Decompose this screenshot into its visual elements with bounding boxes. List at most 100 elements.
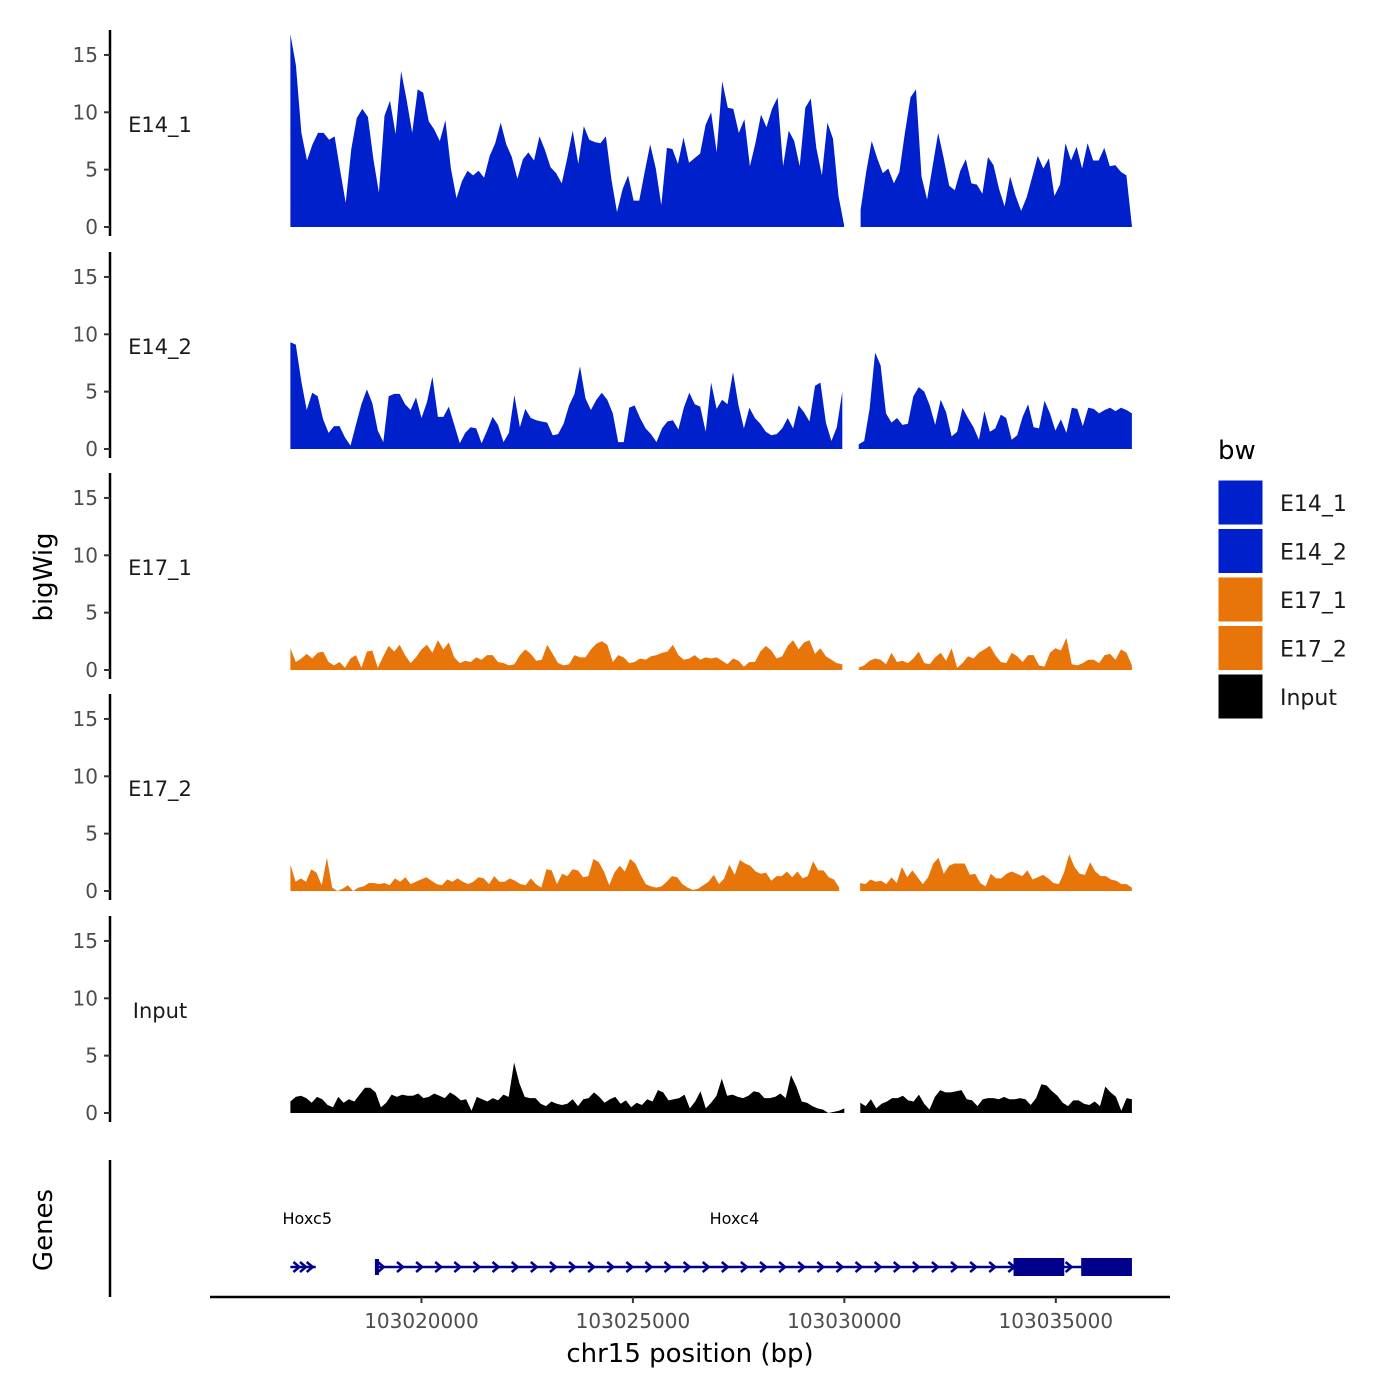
genes-panel: Hoxc5 Hoxc4 bbox=[108, 1160, 1132, 1297]
strand-chevron bbox=[606, 1261, 616, 1273]
signal-area-e17_1 bbox=[858, 637, 1132, 670]
strand-chevron bbox=[434, 1261, 444, 1273]
y-tick-label: 0 bbox=[85, 437, 98, 461]
y-tick-label: 0 bbox=[85, 215, 98, 239]
legend-label: E17_2 bbox=[1280, 638, 1347, 663]
legend-swatch-e14_1 bbox=[1217, 479, 1264, 526]
track-label: E17_1 bbox=[128, 556, 192, 581]
track-input: 0 5 10 15 Input bbox=[73, 916, 1132, 1125]
gene-start-exon bbox=[374, 1259, 379, 1275]
strand-chevron bbox=[988, 1261, 998, 1273]
strand-chevron bbox=[549, 1261, 558, 1273]
signal-area-e17_2 bbox=[290, 857, 840, 891]
legend: bw E14_1 E14_2 E17_1 E17_2 Input bbox=[1217, 436, 1347, 720]
bigwig-tracks: 0 5 10 15 E14_1 0 5 10 15 E14_2 0 5 10 15 E17_1 0 5 10 15 E… bbox=[73, 30, 1132, 1125]
y-axis-title: bigWig bbox=[29, 532, 59, 621]
signal-area-e17_1 bbox=[290, 640, 843, 670]
legend-swatch-input bbox=[1217, 673, 1264, 720]
strand-chevron bbox=[759, 1261, 768, 1273]
y-tick-label: 10 bbox=[73, 986, 98, 1010]
y-tick-label: 5 bbox=[85, 380, 98, 404]
track-e17_1: 0 5 10 15 E17_1 bbox=[73, 473, 1132, 682]
x-axis-title: chr15 position (bp) bbox=[566, 1339, 813, 1369]
strand-chevron bbox=[396, 1261, 405, 1273]
y-tick-label: 5 bbox=[85, 158, 98, 182]
strand-chevron bbox=[472, 1261, 482, 1273]
gene-label: Hoxc4 bbox=[710, 1209, 760, 1228]
strand-chevron bbox=[491, 1261, 501, 1273]
signal-area-e14_1 bbox=[290, 34, 844, 227]
legend-label: E14_2 bbox=[1280, 541, 1347, 566]
signal-area-input bbox=[290, 1062, 845, 1113]
strand-chevron bbox=[299, 1261, 308, 1273]
y-tick-label: 15 bbox=[73, 486, 98, 510]
y-tick-label: 10 bbox=[73, 100, 98, 124]
track-e17_2: 0 5 10 15 E17_2 bbox=[73, 694, 1132, 903]
strand-chevron bbox=[587, 1261, 597, 1273]
y-tick-label: 0 bbox=[85, 879, 98, 903]
strand-chevron bbox=[663, 1261, 673, 1273]
strand-chevron bbox=[778, 1261, 788, 1273]
legend-swatch-e17_2 bbox=[1217, 625, 1264, 671]
y-tick-label: 10 bbox=[73, 322, 98, 346]
x-tick-label: 103035000 bbox=[999, 1309, 1114, 1333]
legend-swatch-e14_2 bbox=[1217, 528, 1264, 574]
strand-chevron bbox=[950, 1261, 959, 1273]
y-tick-label: 0 bbox=[85, 658, 98, 682]
gene-hoxc4: Hoxc4 bbox=[374, 1209, 1132, 1276]
strand-chevron bbox=[797, 1261, 807, 1273]
x-tick-label: 103020000 bbox=[364, 1309, 479, 1333]
x-tick-label: 103025000 bbox=[576, 1309, 691, 1333]
strand-chevron bbox=[682, 1261, 692, 1273]
strand-chevron bbox=[510, 1261, 520, 1273]
gene-exon bbox=[1013, 1258, 1065, 1276]
x-axis: 103020000 103025000 103030000 103035000 bbox=[210, 1295, 1170, 1333]
y-tick-label: 10 bbox=[73, 764, 98, 788]
track-label: E17_2 bbox=[128, 777, 192, 802]
strand-chevron bbox=[644, 1261, 654, 1273]
y-tick-label: 15 bbox=[73, 929, 98, 953]
x-tick-label: 103030000 bbox=[787, 1309, 902, 1333]
strand-chevron bbox=[1064, 1261, 1074, 1273]
strand-chevron bbox=[305, 1261, 315, 1273]
signal-area-e14_2 bbox=[858, 352, 1132, 449]
strand-chevron bbox=[720, 1261, 730, 1273]
strand-chevron bbox=[892, 1261, 902, 1273]
y-tick-label: 5 bbox=[85, 601, 98, 625]
strand-chevron bbox=[529, 1261, 539, 1273]
strand-chevron bbox=[911, 1261, 921, 1273]
track-label: Input bbox=[133, 999, 187, 1023]
track-label: E14_2 bbox=[128, 335, 192, 360]
y-tick-label: 0 bbox=[85, 1101, 98, 1125]
strand-chevron bbox=[740, 1261, 749, 1273]
strand-chevron bbox=[415, 1261, 425, 1273]
strand-chevron bbox=[835, 1261, 845, 1273]
y-tick-label: 5 bbox=[85, 822, 98, 846]
y-tick-label: 15 bbox=[73, 707, 98, 731]
legend-label: E17_1 bbox=[1280, 589, 1347, 614]
genes-axis-title: Genes bbox=[29, 1189, 59, 1271]
strand-chevron bbox=[816, 1261, 826, 1273]
strand-chevron bbox=[701, 1261, 711, 1273]
strand-chevron bbox=[969, 1261, 979, 1273]
legend-label: Input bbox=[1280, 686, 1337, 711]
signal-area-e14_1 bbox=[860, 89, 1132, 228]
gene-label: Hoxc5 bbox=[283, 1209, 333, 1228]
strand-chevron bbox=[873, 1261, 883, 1273]
track-label: E14_1 bbox=[128, 113, 192, 138]
strand-chevron bbox=[453, 1261, 463, 1273]
gene-exon bbox=[1081, 1258, 1132, 1276]
strand-chevron bbox=[377, 1261, 386, 1273]
signal-area-input bbox=[860, 1084, 1132, 1113]
signal-area-e17_2 bbox=[860, 854, 1132, 891]
gene-hoxc5: Hoxc5 bbox=[283, 1209, 333, 1273]
strand-chevron bbox=[292, 1261, 302, 1273]
legend-title: bw bbox=[1218, 436, 1256, 466]
y-tick-label: 5 bbox=[85, 1044, 98, 1068]
track-e14_1: 0 5 10 15 E14_1 bbox=[73, 30, 1132, 239]
y-tick-label: 15 bbox=[73, 43, 98, 67]
track-e14_2: 0 5 10 15 E14_2 bbox=[73, 252, 1132, 461]
strand-chevron bbox=[625, 1261, 635, 1273]
strand-chevron bbox=[854, 1261, 864, 1273]
